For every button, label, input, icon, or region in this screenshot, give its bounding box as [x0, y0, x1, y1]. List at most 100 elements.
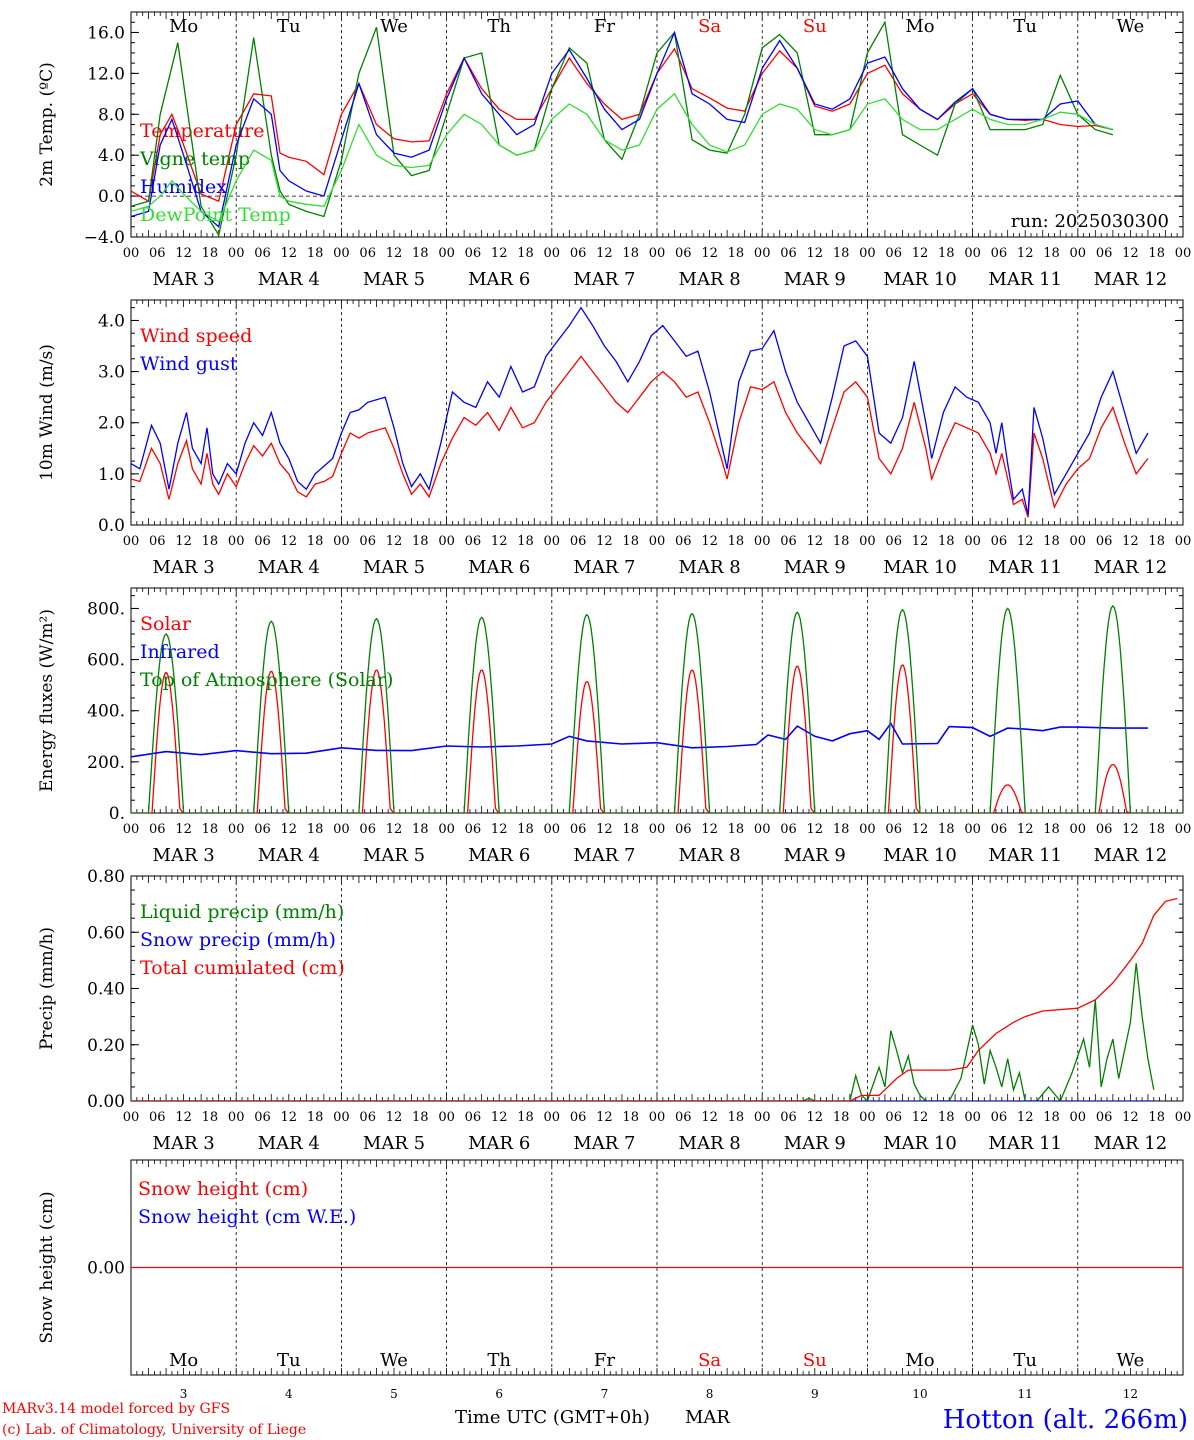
- day-label: Mo: [905, 16, 934, 37]
- station-name: Hotton (alt. 266m): [943, 1405, 1188, 1435]
- hour-tick-label: 12: [912, 822, 929, 837]
- hour-tick-label: 00: [754, 534, 771, 549]
- day-number: 3: [180, 1387, 188, 1401]
- hour-tick-label: 06: [570, 822, 587, 837]
- series-line: [131, 306, 1149, 515]
- date-label: MAR 11: [988, 557, 1062, 578]
- date-label: MAR 11: [988, 1133, 1062, 1154]
- hour-tick-label: 12: [596, 246, 613, 261]
- hour-tick-label: 06: [465, 1110, 482, 1125]
- hour-tick-label: 18: [202, 534, 219, 549]
- hour-tick-label: 06: [570, 246, 587, 261]
- hour-tick-label: 18: [1043, 822, 1060, 837]
- hour-tick-label: 12: [701, 534, 718, 549]
- y-tick-label: 8.0: [98, 105, 125, 125]
- day-number: 9: [811, 1387, 819, 1401]
- hour-tick-label: 12: [1017, 246, 1034, 261]
- hour-tick-label: 18: [938, 534, 955, 549]
- y-tick-label: 800.: [87, 599, 125, 619]
- date-label: MAR 4: [258, 1133, 320, 1154]
- legend-entry: DewPoint Temp: [140, 204, 291, 226]
- legend-entry: Snow height (cm W.E.): [138, 1206, 356, 1228]
- hour-tick-label: 06: [780, 1110, 797, 1125]
- hour-tick-label: 12: [1122, 534, 1139, 549]
- y-tick-label: 400.: [87, 702, 125, 722]
- hour-tick-label: 06: [149, 246, 166, 261]
- hour-tick-label: 18: [728, 1110, 745, 1125]
- hour-tick-label: 18: [307, 1110, 324, 1125]
- hour-tick-label: 06: [149, 822, 166, 837]
- hour-tick-label: 00: [859, 246, 876, 261]
- hour-tick-label: 00: [228, 246, 245, 261]
- hour-tick-label: 18: [938, 822, 955, 837]
- date-label: MAR 3: [153, 845, 215, 866]
- date-label: MAR 9: [784, 1133, 846, 1154]
- hour-tick-label: 12: [596, 822, 613, 837]
- hour-tick-label: 00: [333, 246, 350, 261]
- y-tick-label: 0.0: [98, 187, 125, 207]
- day-label: Th: [487, 16, 511, 37]
- day-label: We: [1117, 1350, 1145, 1371]
- hour-tick-label: 06: [675, 822, 692, 837]
- hour-tick-label: 12: [386, 822, 403, 837]
- hour-tick-label: 12: [1017, 1110, 1034, 1125]
- hour-tick-label: 18: [833, 534, 850, 549]
- y-tick-label: 0.: [109, 804, 125, 824]
- hour-tick-label: 18: [1043, 246, 1060, 261]
- hour-tick-label: 18: [517, 822, 534, 837]
- hour-tick-label: 18: [202, 246, 219, 261]
- hour-tick-label: 18: [622, 1110, 639, 1125]
- hour-tick-label: 12: [281, 1110, 298, 1125]
- hour-tick-label: 18: [622, 534, 639, 549]
- hour-tick-label: 12: [1122, 246, 1139, 261]
- panel-4: 0.00 0.20 0.40 0.60 0.80 Precip (mm/h) 00 06 12 1…: [37, 867, 1191, 1154]
- series-line: [131, 604, 1183, 813]
- hour-tick-label: 00: [1175, 246, 1192, 261]
- hour-tick-label: 00: [859, 822, 876, 837]
- hour-tick-label: 18: [412, 822, 429, 837]
- run-annotation: run: 2025030300: [1011, 211, 1169, 232]
- hour-tick-label: 06: [885, 246, 902, 261]
- date-label: MAR 12: [1094, 845, 1168, 866]
- hour-tick-label: 18: [412, 246, 429, 261]
- hour-tick-label: 12: [807, 246, 824, 261]
- hour-tick-label: 18: [202, 822, 219, 837]
- hour-tick-label: 06: [1096, 1110, 1113, 1125]
- hour-tick-label: 06: [885, 822, 902, 837]
- legend-entry: Top of Atmosphere (Solar): [140, 669, 393, 691]
- hour-tick-label: 06: [885, 534, 902, 549]
- date-label: MAR 4: [258, 269, 320, 290]
- date-label: MAR 3: [153, 269, 215, 290]
- day-label: Su: [803, 1350, 827, 1371]
- hour-tick-label: 12: [175, 246, 192, 261]
- hour-tick-label: 18: [1043, 534, 1060, 549]
- date-label: MAR 10: [883, 557, 957, 578]
- date-label: MAR 5: [363, 557, 425, 578]
- hour-tick-label: 18: [1043, 1110, 1060, 1125]
- day-number: 7: [601, 1387, 609, 1401]
- y-tick-label: 16.0: [87, 23, 125, 43]
- hour-tick-label: 18: [833, 1110, 850, 1125]
- date-label: MAR 12: [1094, 557, 1168, 578]
- y-tick-label: 0.20: [87, 1036, 125, 1056]
- hour-tick-label: 12: [912, 534, 929, 549]
- legend-entry: Snow precip (mm/h): [140, 929, 336, 951]
- hour-tick-label: 12: [491, 822, 508, 837]
- y-tick-label: 4.0: [98, 311, 125, 331]
- hour-tick-label: 18: [202, 1110, 219, 1125]
- hour-tick-label: 00: [123, 1110, 140, 1125]
- hour-tick-label: 06: [254, 822, 271, 837]
- date-label: MAR 3: [153, 1133, 215, 1154]
- date-label: MAR 8: [679, 557, 741, 578]
- y-tick-label: 200.: [87, 753, 125, 773]
- hour-tick-label: 12: [491, 1110, 508, 1125]
- series-line: [131, 92, 1114, 223]
- hour-tick-label: 00: [1070, 1110, 1087, 1125]
- hour-tick-label: 12: [281, 246, 298, 261]
- hour-tick-label: 18: [833, 246, 850, 261]
- hour-tick-label: 06: [675, 1110, 692, 1125]
- day-label: Tu: [1013, 16, 1037, 37]
- date-label: MAR 5: [363, 269, 425, 290]
- hour-tick-label: 18: [307, 822, 324, 837]
